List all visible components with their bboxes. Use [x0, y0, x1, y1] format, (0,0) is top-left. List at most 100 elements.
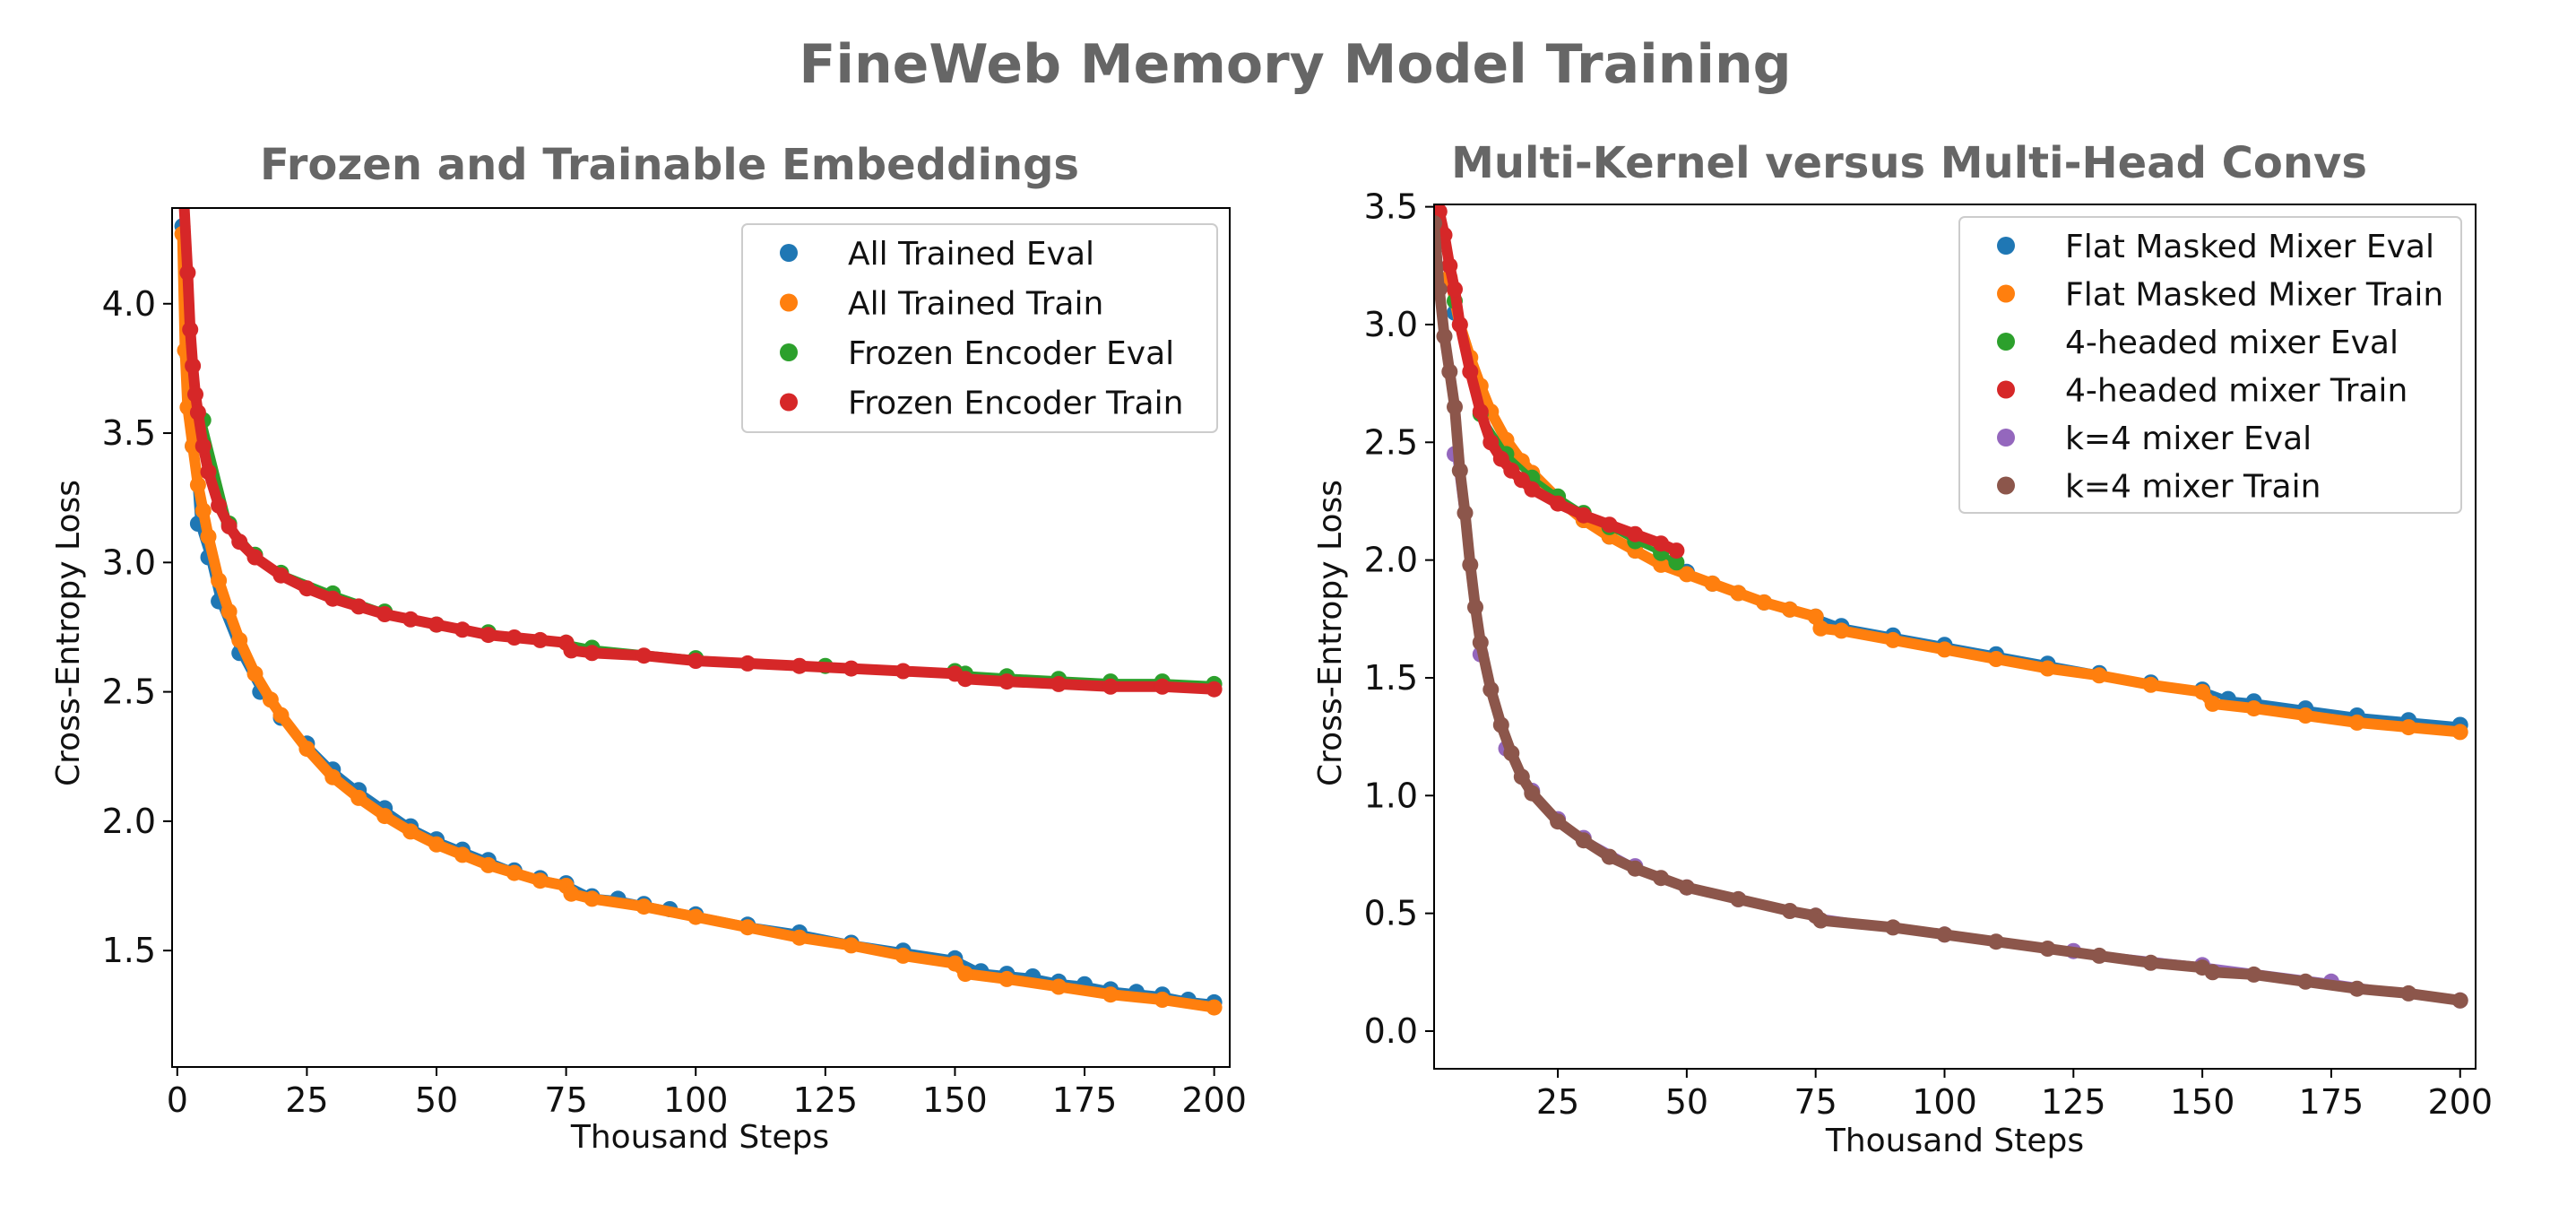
data-point	[1653, 535, 1670, 552]
y-tick-label: 3.5	[1364, 187, 1418, 227]
figure-title: FineWeb Memory Model Training	[799, 33, 1791, 96]
data-point	[179, 265, 196, 282]
data-point	[1447, 281, 1463, 298]
series-layer	[174, 208, 1223, 1016]
data-point	[350, 598, 367, 615]
data-point	[298, 580, 316, 597]
data-point	[998, 673, 1016, 690]
legend-marker	[1997, 429, 2015, 447]
data-point	[506, 864, 523, 881]
data-point	[1550, 495, 1567, 512]
data-point	[2451, 992, 2468, 1009]
data-point	[428, 616, 445, 633]
y-tick-label: 1.5	[102, 931, 156, 970]
data-point	[454, 621, 471, 638]
data-point	[1550, 813, 1567, 830]
legend-label: Frozen Encoder Train	[848, 386, 1183, 422]
data-point	[843, 937, 860, 954]
y-tick-label: 3.5	[102, 413, 156, 453]
data-point	[324, 590, 341, 607]
chart-title: Frozen and Trainable Embeddings	[260, 140, 1079, 190]
data-point	[2451, 724, 2468, 741]
data-point	[2142, 676, 2159, 693]
data-point	[1434, 215, 1442, 231]
series-k-4-mixer-train	[1434, 215, 2468, 1009]
data-point	[1812, 912, 1829, 929]
y-tick-label: 1.0	[1364, 776, 1418, 815]
data-point	[1988, 933, 2004, 950]
data-point	[1447, 398, 1463, 415]
data-point	[2204, 695, 2221, 712]
legend-marker	[1997, 380, 2015, 399]
y-axis-ticks: 0.0 0.5 1.0 1.5 2.0 2.5 3.0 3.5	[1364, 187, 1434, 1051]
data-point	[1206, 999, 1223, 1016]
x-axis-label: Thousand Steps	[1825, 1123, 2084, 1159]
data-point	[480, 856, 497, 873]
data-point	[791, 929, 808, 946]
chart-title: Multi-Kernel versus Multi-Head Convs	[1451, 138, 2367, 188]
legend-box	[1958, 216, 2462, 514]
y-tick-label: 2.0	[102, 802, 156, 841]
data-point	[739, 655, 756, 672]
data-point	[532, 872, 549, 889]
chart-frozen-trainable: Frozen and Trainable Embeddings 0 25 50 75 1…	[50, 140, 1247, 1156]
x-tick-label: 100	[663, 1080, 729, 1120]
data-point	[1730, 585, 1747, 602]
series-layer	[1434, 204, 2468, 1009]
legend-marker	[1997, 476, 2015, 495]
data-point	[402, 823, 419, 840]
data-point	[1050, 978, 1068, 995]
data-point	[635, 898, 653, 915]
legend-marker	[780, 244, 798, 262]
data-point	[350, 789, 367, 806]
data-point	[246, 549, 264, 566]
x-axis-ticks: 0 25 50 75 100 125 150 175 200	[167, 1067, 1247, 1120]
legend: Flat Masked Mixer Eval Flat Masked Mixer …	[1958, 216, 2462, 514]
data-point	[272, 707, 290, 724]
x-tick-label: 175	[1052, 1080, 1118, 1120]
data-point	[1781, 903, 1798, 919]
data-point	[1885, 919, 1901, 936]
plot-frame	[1433, 204, 2477, 1070]
data-point	[1833, 622, 1850, 639]
series-4-headed-mixer-train	[1434, 204, 1685, 559]
data-point	[231, 631, 248, 648]
data-point	[1154, 678, 1171, 695]
data-point	[1668, 554, 1685, 571]
data-point	[2039, 660, 2056, 677]
data-point	[1492, 716, 1509, 733]
legend-marker	[1997, 284, 2015, 303]
data-point	[583, 645, 601, 662]
data-point	[1206, 681, 1223, 698]
x-tick-label: 200	[2427, 1082, 2493, 1122]
y-tick-label: 0.5	[1364, 894, 1418, 933]
data-point	[185, 358, 202, 374]
data-point	[1812, 620, 1829, 637]
data-point	[957, 966, 973, 983]
data-point	[189, 404, 206, 421]
chart-multikernel-multihead: Multi-Kernel versus Multi-Head Convs 25 5…	[1312, 138, 2493, 1159]
data-point	[1451, 462, 1468, 479]
data-point	[428, 836, 445, 853]
data-point	[2091, 947, 2108, 964]
data-point	[1653, 870, 1670, 887]
data-point	[1457, 505, 1474, 522]
data-point	[1492, 450, 1509, 467]
data-point	[1451, 317, 1468, 333]
y-axis-ticks: 1.5 2.0 2.5 3.0 3.5 4.0	[102, 284, 172, 970]
data-point	[506, 629, 523, 646]
data-point	[1503, 462, 1520, 479]
data-point	[563, 642, 580, 659]
data-point	[1524, 785, 1541, 802]
data-point	[1503, 745, 1520, 761]
data-point	[2297, 973, 2314, 990]
x-axis-label: Thousand Steps	[570, 1119, 829, 1156]
y-axis-label: Cross-Entropy Loss	[50, 480, 87, 786]
x-tick-label: 150	[2170, 1082, 2235, 1122]
data-point	[947, 955, 964, 972]
data-point	[187, 386, 203, 403]
legend-label: Flat Masked Mixer Train	[2065, 277, 2443, 314]
y-tick-label: 4.0	[102, 284, 156, 324]
x-tick-label: 100	[1912, 1082, 1977, 1122]
